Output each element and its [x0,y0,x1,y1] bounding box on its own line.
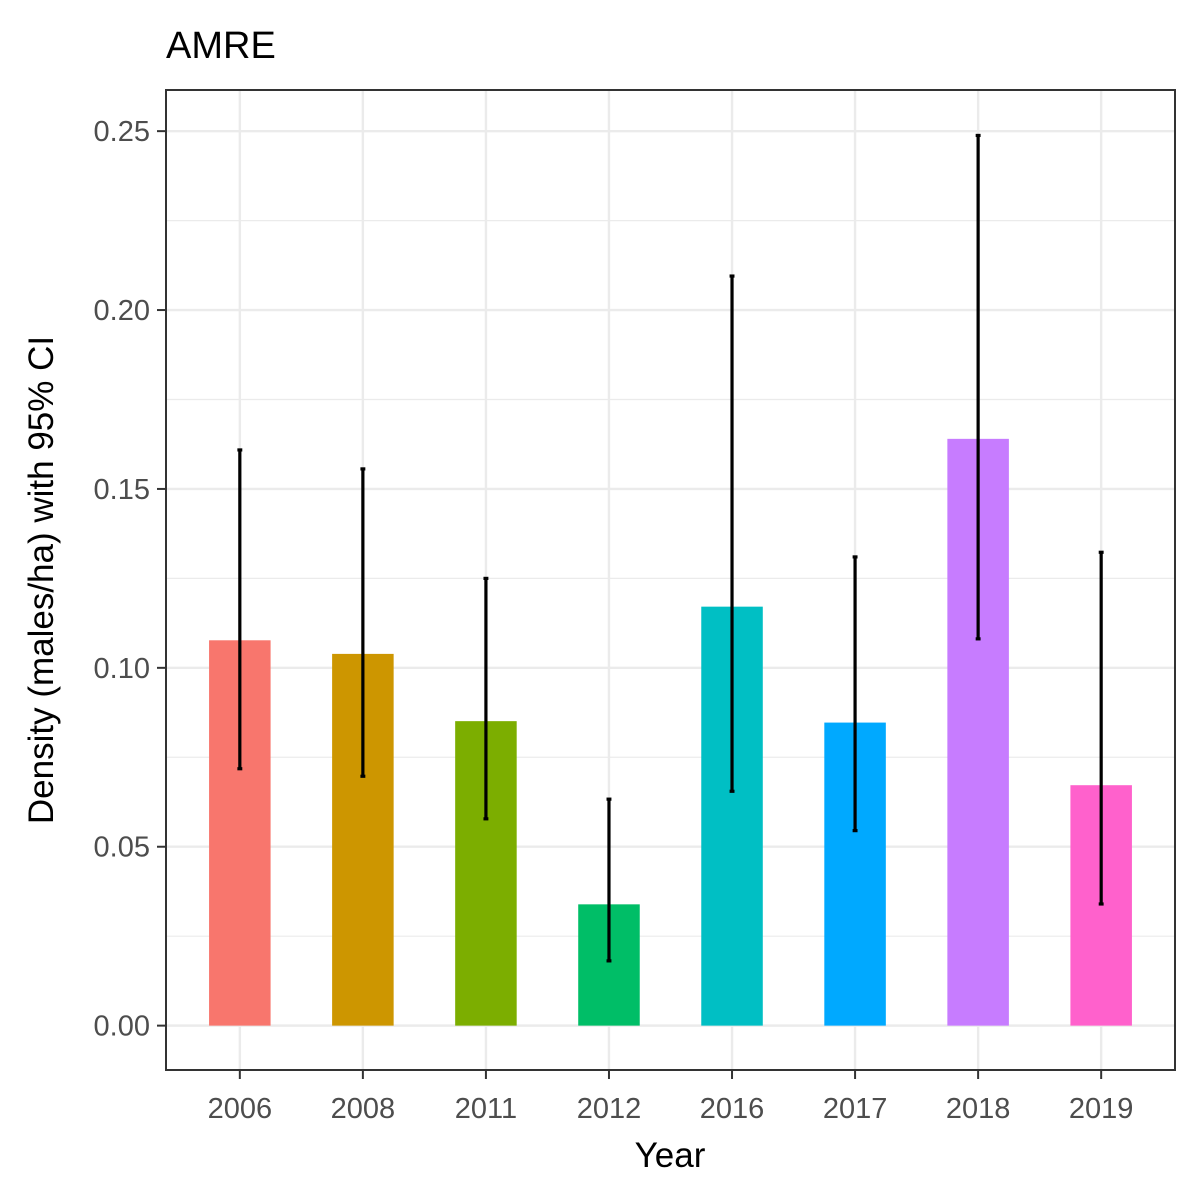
error-bar-2016 [729,274,735,793]
chart-title: AMRE [166,25,276,67]
y-tick-label: 0.00 [94,1011,150,1043]
x-axis-title: Year [635,1136,706,1175]
panel-border [165,89,1176,1071]
plot-panel [166,90,1175,1070]
error-bar-2017 [852,555,858,833]
error-bars [237,133,1104,963]
error-bar-2008 [360,467,366,778]
x-tick-label: 2018 [946,1093,1011,1125]
y-tick-label: 0.10 [94,653,150,685]
x-tick-label: 2006 [208,1093,273,1125]
x-tick-label: 2016 [700,1093,765,1125]
y-axis-title: Density (males/ha) with 95% CI [22,336,61,824]
x-tick-label: 2012 [577,1093,642,1125]
error-bar-2006 [237,448,243,771]
error-bar-2012 [606,797,612,963]
y-tick-label: 0.15 [94,474,150,506]
x-axis: 2006 2008 2011 2012 2016 2017 2018 2019 [208,1070,1134,1125]
x-tick-label: 2011 [455,1093,517,1125]
y-axis: 0.00 0.05 0.10 0.15 0.20 0.25 [94,116,166,1043]
y-tick-label: 0.25 [94,116,150,148]
error-bar-2019 [1098,550,1104,906]
y-tick-label: 0.05 [94,832,150,864]
y-tick-label: 0.20 [94,295,150,327]
grid-lines [166,90,1175,1070]
x-tick-label: 2008 [331,1093,396,1125]
error-bar-2018 [975,133,981,641]
error-bar-2011 [483,576,489,821]
x-tick-label: 2019 [1069,1093,1134,1125]
x-tick-label: 2017 [823,1093,888,1125]
